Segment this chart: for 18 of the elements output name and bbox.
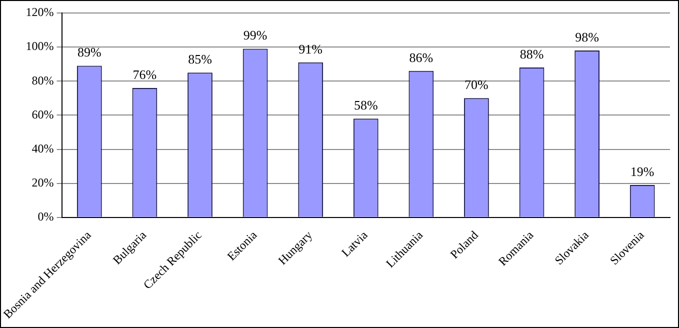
data-label: 98%	[575, 29, 600, 44]
y-tick-label: 0%	[38, 210, 54, 224]
data-label: 85%	[188, 52, 212, 67]
data-label: 86%	[409, 50, 434, 65]
data-label: 91%	[298, 41, 323, 56]
data-label: 58%	[354, 98, 378, 113]
y-tick-label: 60%	[32, 107, 54, 122]
data-label: 76%	[132, 66, 157, 82]
y-tick-label: 120%	[26, 5, 54, 20]
y-tick-label: 40%	[32, 141, 54, 156]
data-label: 88%	[520, 46, 544, 62]
data-label: 89%	[77, 44, 102, 60]
y-tick-label: 20%	[32, 175, 54, 190]
data-label: 19%	[630, 164, 654, 179]
data-label: 70%	[464, 77, 489, 92]
y-tick-label: 80%	[32, 73, 54, 88]
data-label: 99%	[243, 28, 268, 43]
y-tick-label: 100%	[26, 39, 54, 54]
